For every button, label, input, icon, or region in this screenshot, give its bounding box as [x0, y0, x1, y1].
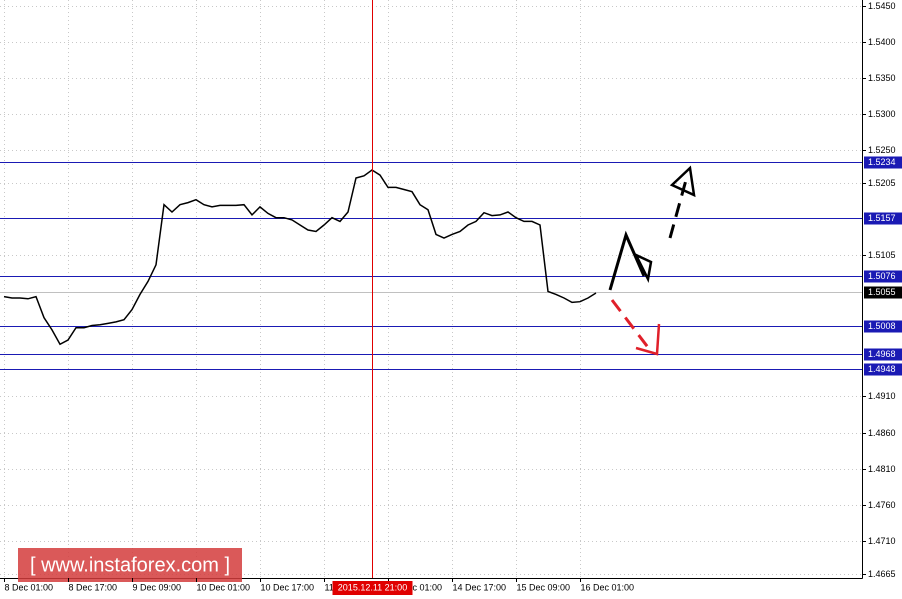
forecast-path [608, 230, 646, 291]
y-tick-label: 1.5450 [868, 1, 896, 11]
current-price-box [864, 286, 902, 299]
level-label: 1.5076 [868, 271, 896, 281]
arrow-head [669, 165, 696, 198]
level-label-box [864, 212, 902, 225]
x-tick-label: 16 Dec 01:00 [581, 582, 635, 592]
arrow-head [633, 252, 653, 283]
current-price-label: 1.5055 [868, 287, 896, 297]
price-line [3, 169, 597, 346]
x-tick-label: 8 Dec 17:00 [69, 582, 118, 592]
x-tick-label: 14 Dec 01:00 [389, 582, 443, 592]
level-label: 1.4948 [868, 364, 896, 374]
level-label-box [864, 348, 902, 361]
forecast-arrows [608, 165, 696, 356]
level-label: 1.4968 [868, 349, 896, 359]
y-tick-label: 1.4760 [868, 500, 896, 510]
level-label: 1.5008 [868, 321, 896, 331]
y-tick-label: 1.4860 [868, 428, 896, 438]
crosshair-label: 2015.12.11 21:00 [338, 582, 407, 592]
x-tick-label: 9 Dec 09:00 [133, 582, 182, 592]
level-label-box [864, 320, 902, 333]
level-label: 1.5234 [868, 157, 896, 167]
level-label-box [864, 363, 902, 376]
y-tick-label: 1.5250 [868, 145, 896, 155]
arrow-head [635, 323, 661, 356]
watermark-box [18, 548, 242, 582]
level-label: 1.5157 [868, 213, 896, 223]
x-tick-label: 14 Dec 17:00 [453, 582, 507, 592]
y-tick-label: 1.5300 [868, 109, 896, 119]
y-tick-label: 1.5350 [868, 73, 896, 83]
y-tick-label: 1.4665 [868, 569, 896, 579]
x-tick-label: 8 Dec 01:00 [5, 582, 54, 592]
forecast-dashed-down [610, 299, 652, 351]
x-tick-label: 10 Dec 01:00 [197, 582, 251, 592]
watermark-text: [ www.instaforex.com ] [30, 554, 230, 576]
y-tick-label: 1.5400 [868, 37, 896, 47]
level-label-box [864, 270, 902, 283]
y-tick-label: 1.5105 [868, 250, 896, 260]
x-tick-label: 15 Dec 09:00 [517, 582, 571, 592]
y-tick-label: 1.4910 [868, 391, 896, 401]
y-tick-label: 1.4810 [868, 464, 896, 474]
y-tick-label: 1.5205 [868, 178, 896, 188]
x-tick-label: 10 Dec 17:00 [261, 582, 315, 592]
crosshair-label-box [332, 581, 413, 595]
watermark: [ www.instaforex.com ] [18, 548, 242, 582]
y-tick-label: 1.4710 [868, 536, 896, 546]
level-label-box [864, 156, 902, 169]
